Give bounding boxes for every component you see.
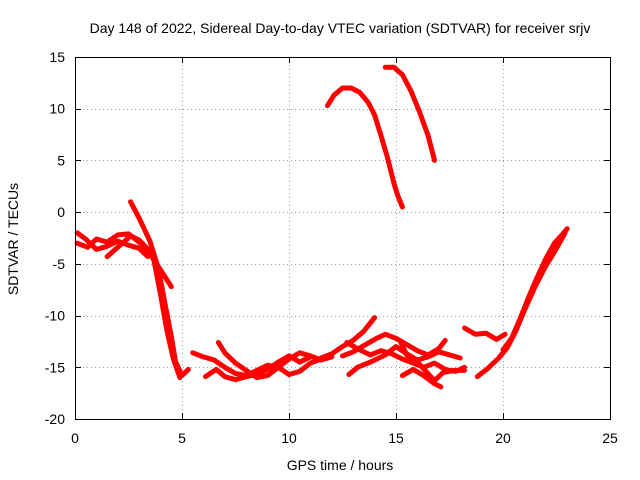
y-tick-labels: -20 -15 -10 -5 0 5 10 15: [45, 49, 65, 427]
y-tick-label: -5: [53, 256, 66, 272]
series-trace-15: [462, 325, 508, 342]
series-trace-17: [500, 226, 570, 353]
x-tick-label: 15: [388, 430, 404, 446]
y-tick-label: -20: [45, 411, 65, 427]
x-tick-label: 25: [602, 430, 618, 446]
y-tick-label: 5: [57, 152, 65, 168]
series-trace-18: [325, 85, 405, 210]
series-group: [74, 64, 570, 390]
plot-frame: [75, 57, 611, 420]
series-trace-2: [74, 230, 151, 260]
x-axis-label: GPS time / hours: [287, 457, 394, 473]
series-trace-8: [215, 340, 335, 381]
y-tick-label: -10: [45, 308, 65, 324]
y-axis-label: SDTVAR / TECUs: [5, 183, 21, 295]
chart-title: Day 148 of 2022, Sidereal Day-to-day VTE…: [90, 20, 591, 36]
series-trace-13: [397, 338, 467, 384]
series-trace-3: [104, 233, 159, 269]
axis-ticks: [75, 57, 611, 420]
x-tick-label: 5: [178, 430, 186, 446]
x-tick-labels: 0 5 10 15 20 25: [71, 430, 618, 446]
series-trace-16: [474, 230, 568, 380]
x-tick-label: 0: [71, 430, 79, 446]
series-trace-6: [190, 350, 324, 379]
grid: [75, 57, 610, 419]
series-trace-19: [382, 64, 437, 163]
y-tick-label: 10: [49, 101, 65, 117]
x-tick-label: 20: [495, 430, 511, 446]
x-tick-label: 10: [281, 430, 297, 446]
y-tick-label: 15: [49, 49, 65, 65]
y-tick-label: 0: [57, 204, 65, 220]
series-trace-5: [151, 259, 183, 381]
y-tick-label: -15: [45, 359, 65, 375]
series-trace-14: [399, 366, 444, 390]
